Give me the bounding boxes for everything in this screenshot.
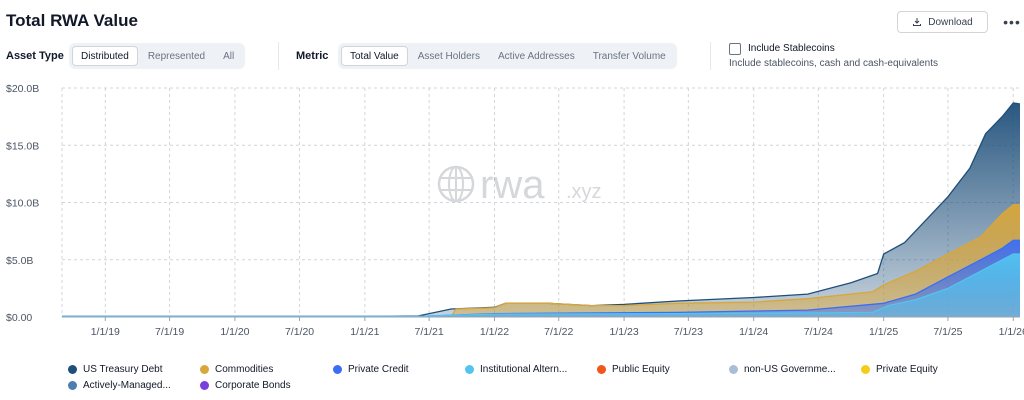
legend-label: US Treasury Debt (83, 364, 163, 375)
watermark-suffix: .xyz (566, 181, 602, 203)
y-tick-label: $15.0B (6, 140, 39, 152)
legend-label: Private Equity (876, 364, 938, 375)
watermark-logo: rwa .xyz (437, 163, 602, 207)
asset-type-label: Asset Type (6, 50, 64, 62)
controls-divider-2 (710, 42, 711, 70)
x-tick-label: 7/1/20 (285, 326, 314, 338)
asset-type-all[interactable]: All (223, 50, 235, 62)
legend-label: Public Equity (612, 364, 670, 375)
y-tick-label: $10.0B (6, 198, 39, 210)
asset-type-selector: Distributed Represented All (69, 43, 246, 69)
watermark-text: rwa (480, 163, 545, 207)
x-tick-label: 7/1/24 (804, 326, 833, 338)
rwa-value-chart: rwa .xyz $0.00 $5.0B $10.0B $15.0B $20.0B 1/1… (6, 83, 1024, 338)
x-tick-label: 1/1/20 (220, 326, 249, 338)
metric-total-value[interactable]: Total Value (341, 46, 408, 66)
series-line (62, 204, 1020, 318)
legend-label: Institutional Altern... (480, 364, 568, 375)
x-tick-label: 1/1/23 (609, 326, 638, 338)
x-tick-label: 7/1/19 (155, 326, 184, 338)
x-tick-label: 7/1/23 (674, 326, 703, 338)
legend-item[interactable]: US Treasury Debt (68, 364, 162, 375)
y-tick-label: $20.0B (6, 83, 39, 95)
legend-item[interactable]: Actively-Managed... (68, 380, 171, 391)
legend-item[interactable]: Private Equity (861, 364, 938, 375)
legend-swatch (333, 365, 342, 374)
download-label: Download (928, 16, 973, 28)
legend-label: Commodities (215, 364, 274, 375)
series-area (62, 102, 1020, 318)
series-area (62, 204, 1020, 317)
series-line (62, 253, 1020, 318)
legend-item[interactable]: non-US Governme... (729, 364, 836, 375)
legend-swatch (68, 365, 77, 374)
x-tick-label: 1/1/25 (869, 326, 898, 338)
legend-label: Private Credit (348, 364, 409, 375)
page-title: Total RWA Value (6, 11, 138, 30)
legend-swatch (861, 365, 870, 374)
legend-swatch (200, 365, 209, 374)
legend-item[interactable]: Institutional Altern... (465, 364, 567, 375)
include-stablecoins-label: Include Stablecoins (748, 43, 835, 54)
legend-item[interactable]: Private Credit (333, 364, 409, 375)
metric-transfer-volume[interactable]: Transfer Volume (592, 50, 666, 62)
legend-swatch (597, 365, 606, 374)
metric-selector: Total Value Asset Holders Active Address… (338, 43, 677, 69)
metric-asset-holders[interactable]: Asset Holders (417, 50, 480, 62)
download-icon (913, 18, 922, 26)
x-tick-label: 1/1/19 (91, 326, 120, 338)
legend-swatch (200, 381, 209, 390)
include-stablecoins-description: Include stablecoins, cash and cash-equiv… (729, 58, 939, 69)
asset-type-distributed[interactable]: Distributed (72, 46, 138, 66)
download-button[interactable]: Download (897, 11, 988, 33)
legend-label: non-US Governme... (744, 364, 836, 375)
legend-label: Corporate Bonds (215, 380, 291, 391)
legend-label: Actively-Managed... (83, 380, 171, 391)
asset-type-represented[interactable]: Represented (147, 50, 206, 62)
x-tick-label: 7/1/21 (415, 326, 444, 338)
series-area (62, 254, 1020, 317)
chart-legend: US Treasury Debt Commodities Private Credi… (0, 362, 1024, 400)
legend-swatch (68, 381, 77, 390)
globe-icon (437, 165, 475, 203)
y-tick-label: $0.00 (6, 312, 32, 324)
y-tick-label: $5.0B (6, 255, 33, 267)
legend-swatch (729, 365, 738, 374)
legend-swatch (465, 365, 474, 374)
legend-item[interactable]: Commodities (200, 364, 273, 375)
include-stablecoins-checkbox[interactable] (729, 43, 741, 55)
x-tick-label: 1/1/21 (350, 326, 379, 338)
controls-divider (278, 42, 279, 70)
legend-item[interactable]: Public Equity (597, 364, 670, 375)
x-tick-label: 1/1/24 (739, 326, 768, 338)
metric-active-addresses[interactable]: Active Addresses (498, 50, 575, 62)
x-tick-label: 7/1/25 (933, 326, 962, 338)
more-options-icon[interactable]: ••• (1003, 14, 1021, 30)
legend-item[interactable]: Corporate Bonds (200, 380, 291, 391)
x-tick-label: 1/1/22 (480, 326, 509, 338)
x-tick-label: 1/1/26 (999, 326, 1024, 338)
metric-label: Metric (296, 50, 329, 62)
x-tick-label: 7/1/22 (544, 326, 573, 338)
